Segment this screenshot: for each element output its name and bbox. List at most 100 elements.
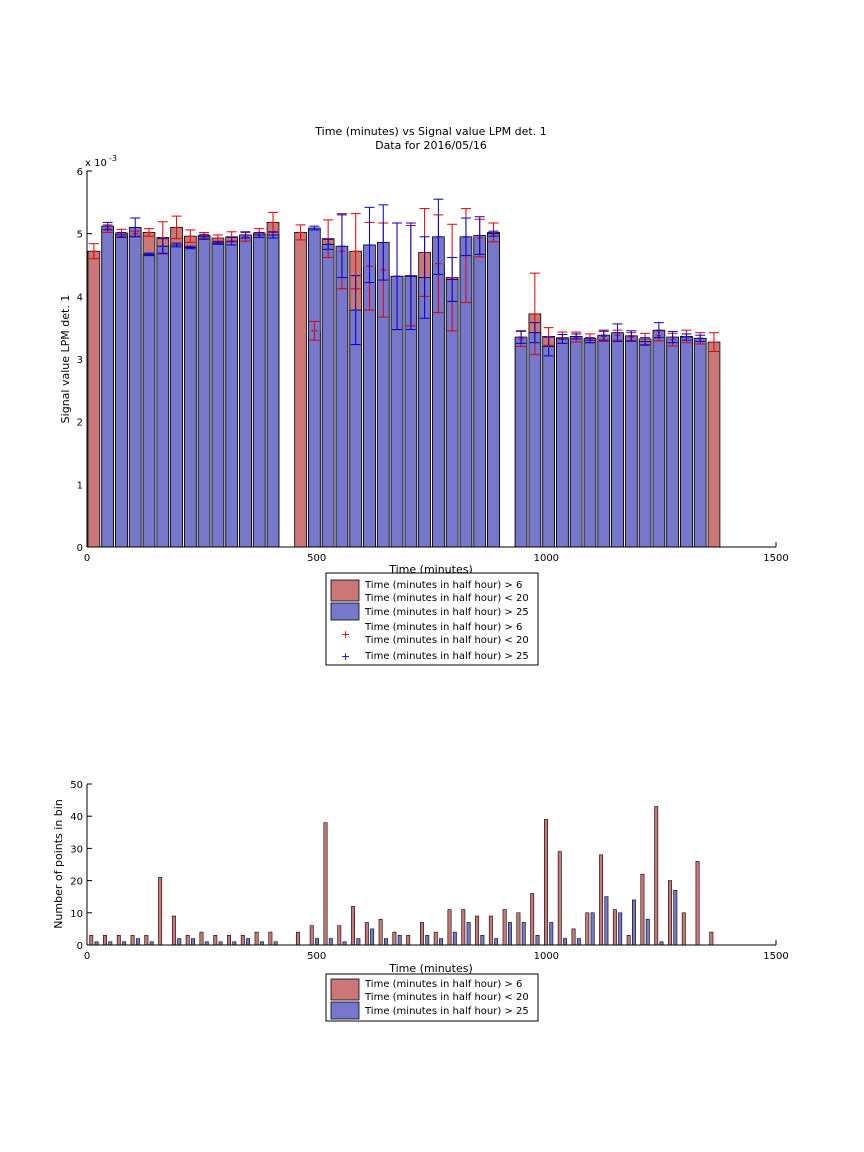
bar-red <box>116 935 121 946</box>
x-tick-label: 0 <box>84 553 90 564</box>
legend-box <box>325 973 539 1022</box>
bar-blue <box>507 922 512 946</box>
chart-subtitle: Data for 2016/05/16 <box>375 139 487 152</box>
x-axis-label: Time (minutes) <box>388 962 473 975</box>
legend-marker-red-plus: + <box>341 628 350 641</box>
bar-blue <box>583 339 597 548</box>
bar-red <box>87 250 101 548</box>
bar-blue <box>335 245 349 548</box>
bar-red <box>392 931 397 946</box>
x-tick-label: 1000 <box>534 553 559 564</box>
bar-blue <box>370 928 375 946</box>
x-tick-label: 1000 <box>534 951 559 962</box>
bar-red <box>309 925 314 946</box>
bar-red <box>626 935 631 946</box>
legend-entry: Time (minutes in half hour) < 20 <box>364 635 529 646</box>
bar-blue <box>128 226 142 548</box>
bar-blue <box>252 234 266 548</box>
bar-blue <box>632 899 636 946</box>
bar-red <box>351 906 356 946</box>
y-tick-label: 0 <box>77 543 83 554</box>
bar-red <box>433 931 438 946</box>
x-tick-label: 500 <box>307 951 326 962</box>
bar-red <box>640 873 645 946</box>
bar-blue <box>466 922 471 946</box>
legend-entry: Time (minutes in half hour) > 6 <box>364 580 522 591</box>
bar-blue <box>514 336 528 548</box>
legend-entry: Time (minutes in half hour) < 20 <box>364 593 529 604</box>
bar-blue <box>308 227 321 548</box>
chart-title: Time (minutes) vs Signal value LPM det. … <box>314 125 546 138</box>
y-tick-label: 4 <box>77 292 83 303</box>
bar-blue <box>425 935 430 946</box>
bar-blue <box>452 931 457 946</box>
bar-red <box>709 931 714 946</box>
y-tick-label: 1 <box>77 480 83 491</box>
bar-blue <box>576 938 581 946</box>
legend-entry: Time (minutes in half hour) > 25 <box>364 607 529 618</box>
bar-red <box>544 819 548 946</box>
bar-blue <box>480 935 485 946</box>
y-tick-label: 50 <box>70 780 83 791</box>
bar-red <box>323 822 328 946</box>
bar-blue <box>211 242 225 548</box>
bar-blue <box>397 935 402 946</box>
bar-red <box>337 925 342 946</box>
bar-red <box>227 935 231 946</box>
bar-blue <box>197 236 211 548</box>
bar-blue <box>191 938 195 946</box>
bar-red <box>89 935 94 946</box>
bar-red <box>571 928 576 946</box>
y-exponent-base: x 10 <box>85 158 107 169</box>
bar-red <box>654 806 659 946</box>
bar-blue <box>156 245 170 548</box>
legend-entry: Time (minutes in half hour) > 6 <box>364 622 522 633</box>
bar-red <box>599 854 604 946</box>
legend-marker-blue-plus: + <box>341 650 350 663</box>
signal-chart: Time (minutes) vs Signal value LPM det. … <box>59 125 789 576</box>
y-tick-label: 20 <box>70 877 83 888</box>
bar-blue <box>618 912 623 946</box>
bar-red <box>585 912 590 946</box>
bar-red <box>420 922 424 946</box>
bar-red <box>268 931 273 946</box>
y-tick-label: 5 <box>77 230 83 241</box>
bar-blue <box>170 244 183 548</box>
bar-blue <box>604 896 609 946</box>
bar-blue <box>680 336 693 548</box>
legend-swatch-blue-bar <box>330 602 360 621</box>
bar-blue <box>184 247 197 548</box>
bar-blue <box>349 309 363 548</box>
bar-blue <box>177 938 182 946</box>
bar-blue <box>590 912 595 946</box>
bar-blue <box>528 332 542 548</box>
legend-entry: Time (minutes in half hour) > 25 <box>364 651 529 662</box>
legend-box <box>325 572 539 666</box>
bar-blue <box>645 918 650 946</box>
bar-blue <box>135 938 140 946</box>
bar-blue <box>328 938 333 946</box>
bar-blue <box>225 240 239 548</box>
bar-blue <box>473 235 487 548</box>
count-legend: Time (minutes in half hour) > 6 Time (mi… <box>325 973 539 1022</box>
bar-blue <box>266 234 280 548</box>
bar-blue <box>115 234 128 548</box>
bar-blue <box>494 938 499 946</box>
bar-red <box>199 931 204 946</box>
bar-blue <box>542 346 555 548</box>
bar-blue <box>321 243 335 548</box>
bar-blue <box>439 938 443 946</box>
bar-blue <box>487 233 500 548</box>
y-axis-label: Signal value LPM det. 1 <box>59 295 72 424</box>
bar-blue <box>611 332 624 548</box>
bar-red <box>530 893 535 946</box>
y-tick-label: 6 <box>77 167 83 178</box>
count-chart: 0 500 1000 1500 0 10 20 30 40 50 Time (minutes) N… <box>52 780 789 975</box>
legend-entry: Time (minutes in half hour) < 20 <box>364 992 529 1003</box>
bar-red <box>406 935 411 946</box>
legend-swatch-red-bar <box>330 978 360 1001</box>
bar-blue <box>315 938 319 946</box>
y-tick-label: 10 <box>70 909 83 920</box>
bar-blue <box>101 225 114 548</box>
